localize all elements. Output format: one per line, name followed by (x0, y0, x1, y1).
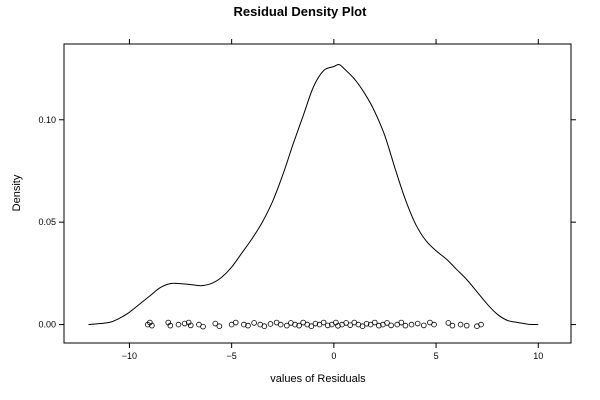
residual-points (145, 319, 484, 330)
residual-point (359, 323, 366, 330)
residual-point (457, 321, 464, 328)
residual-point (388, 322, 394, 329)
residual-point (421, 322, 427, 329)
x-tick-label: −5 (227, 351, 237, 361)
residual-point (187, 322, 194, 329)
residual-point (449, 322, 456, 329)
residual-point (245, 322, 251, 329)
x-tick-label: −10 (122, 351, 137, 361)
y-axis-label: Density (11, 174, 23, 211)
residual-point (335, 322, 341, 329)
residual-point (212, 320, 219, 327)
residual-point (445, 320, 452, 326)
chart-title: Residual Density Plot (234, 4, 368, 19)
plot-frame (63, 43, 572, 344)
residual-point (431, 321, 437, 328)
x-tick-label: 0 (331, 351, 336, 361)
residual-point (181, 320, 188, 327)
y-tick-label: 0.00 (38, 320, 56, 330)
density-curve (88, 63, 539, 326)
residual-point (200, 323, 206, 330)
residual-point (384, 320, 390, 326)
residual-point (251, 320, 257, 326)
axis-ticks: −10 −5 0 5 10 0.00 0.05 0.10 (38, 39, 576, 361)
x-axis-label: values of Residuals (270, 373, 366, 385)
residual-point (312, 320, 319, 327)
residual-point (463, 322, 470, 329)
residual-point (292, 321, 298, 328)
residual-point (324, 322, 331, 329)
residual-point (167, 322, 174, 329)
residual-point (277, 321, 284, 328)
x-tick-label: 10 (533, 351, 543, 361)
residual-point (414, 320, 421, 327)
residual-point (308, 323, 315, 330)
residual-point (408, 321, 415, 328)
y-tick-label: 0.05 (38, 217, 56, 227)
residual-point (284, 322, 290, 329)
x-tick-label: 5 (434, 351, 439, 361)
residual-point (241, 321, 247, 328)
residual-point (343, 320, 349, 326)
residual-point (216, 323, 223, 330)
residual-point (376, 322, 382, 329)
residual-point (398, 319, 405, 326)
residual-point (478, 321, 484, 328)
residual-point (267, 321, 274, 327)
residual-point (175, 321, 182, 328)
residual-point (232, 319, 239, 326)
residual-point (347, 322, 354, 328)
residual-point (320, 319, 327, 326)
residual-point (371, 319, 378, 326)
y-tick-label: 0.10 (38, 115, 56, 125)
residual-point (296, 322, 302, 329)
residual-point (149, 322, 155, 329)
residual-point (402, 322, 409, 329)
residual-point (261, 323, 268, 330)
residual-point (363, 320, 370, 327)
